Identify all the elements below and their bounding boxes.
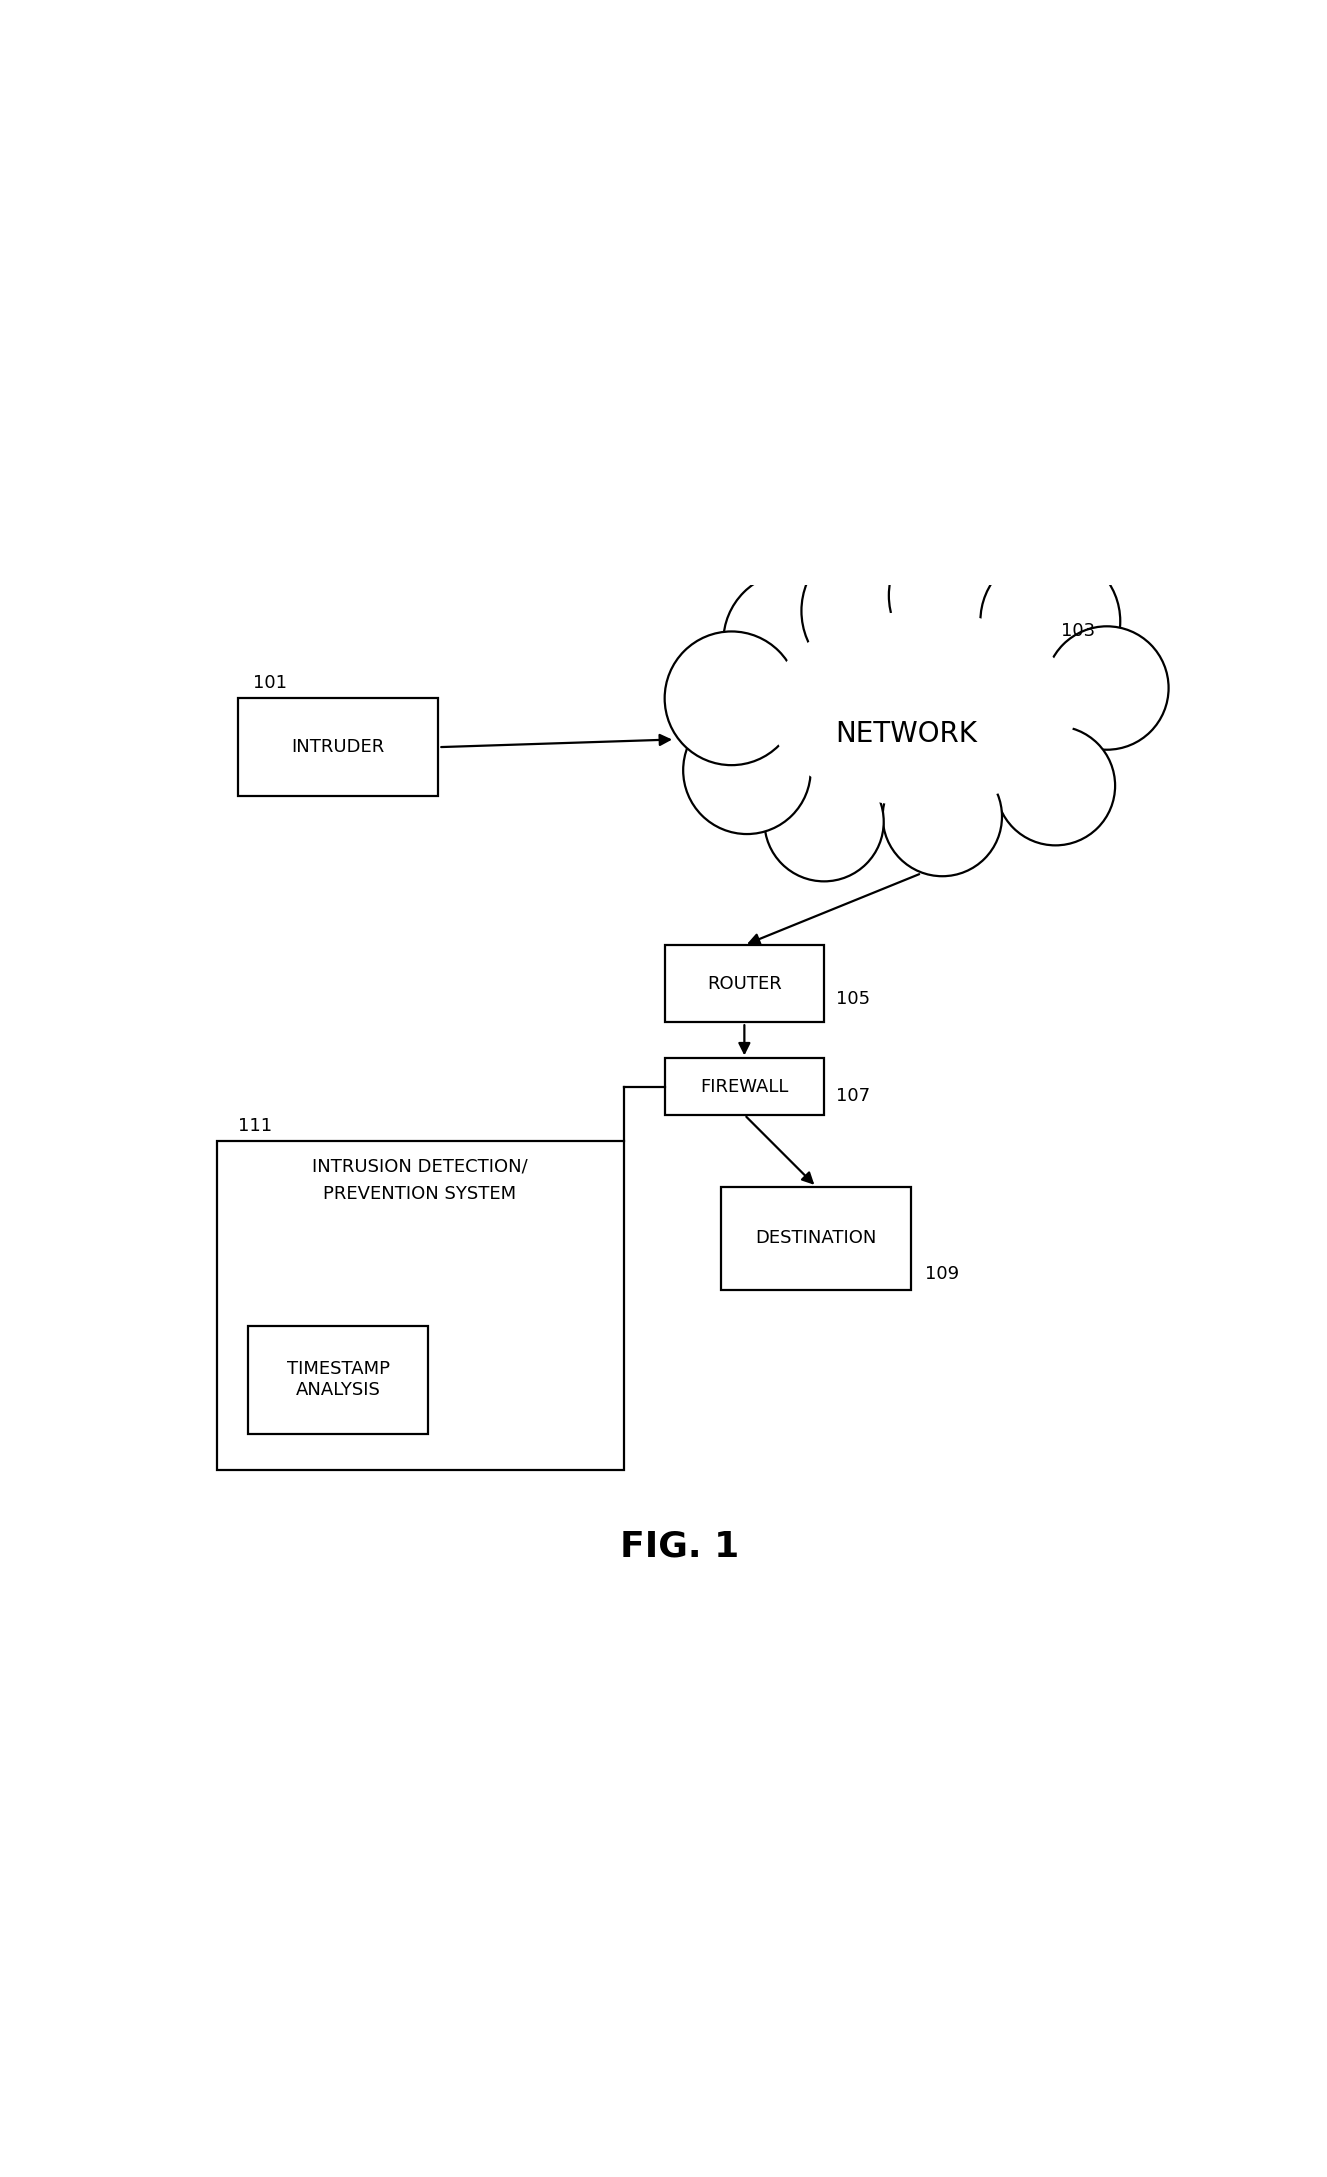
Text: 113: 113 xyxy=(443,1343,478,1361)
Bar xyxy=(248,1326,429,1435)
Circle shape xyxy=(683,708,811,834)
Bar xyxy=(665,945,824,1023)
Text: INTRUDER: INTRUDER xyxy=(292,738,385,755)
Ellipse shape xyxy=(767,612,1076,805)
Text: FIREWALL: FIREWALL xyxy=(701,1078,788,1095)
Circle shape xyxy=(981,551,1120,690)
Circle shape xyxy=(995,727,1115,845)
Bar xyxy=(722,1186,912,1289)
Circle shape xyxy=(1046,627,1169,749)
Circle shape xyxy=(665,631,799,764)
Bar xyxy=(218,1141,624,1469)
Circle shape xyxy=(889,522,1036,671)
Text: 105: 105 xyxy=(836,991,871,1008)
Text: TIMESTAMP
ANALYSIS: TIMESTAMP ANALYSIS xyxy=(287,1361,390,1400)
Bar xyxy=(238,699,438,797)
Text: DESTINATION: DESTINATION xyxy=(755,1230,877,1247)
Text: 109: 109 xyxy=(925,1265,959,1282)
Text: FIG. 1: FIG. 1 xyxy=(621,1530,739,1563)
Bar xyxy=(665,1058,824,1115)
Circle shape xyxy=(723,573,863,712)
Circle shape xyxy=(764,762,884,882)
Circle shape xyxy=(802,538,950,686)
Text: NETWORK: NETWORK xyxy=(835,721,978,749)
Text: 103: 103 xyxy=(1060,623,1095,640)
Circle shape xyxy=(882,758,1002,875)
Text: ROUTER: ROUTER xyxy=(707,975,782,993)
Text: 101: 101 xyxy=(253,675,287,692)
Text: 111: 111 xyxy=(238,1117,272,1134)
Text: 107: 107 xyxy=(836,1086,871,1106)
Text: PREVENTION SYSTEM: PREVENTION SYSTEM xyxy=(324,1184,516,1204)
Text: INTRUSION DETECTION/: INTRUSION DETECTION/ xyxy=(312,1158,528,1176)
